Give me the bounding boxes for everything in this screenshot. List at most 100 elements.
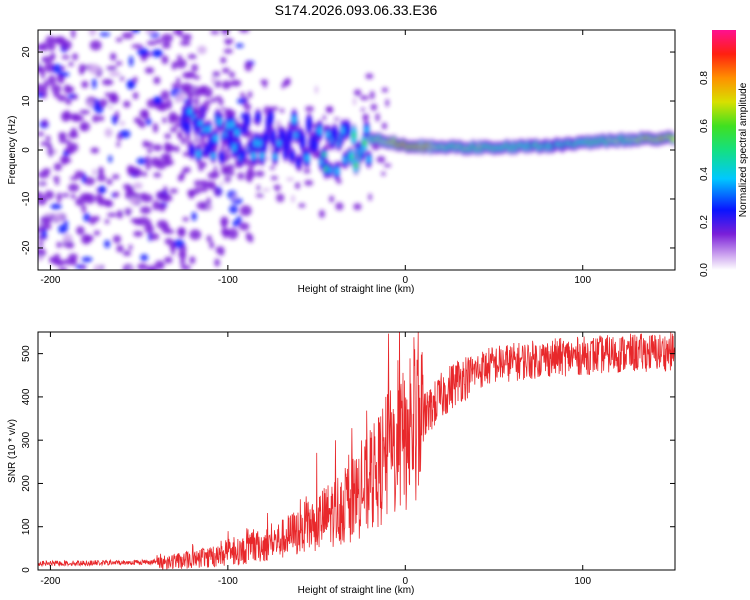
spectrogram-noise-blob: [71, 258, 77, 266]
spectrogram-noise-blob: [187, 54, 197, 60]
spectrogram-noise-blob: [71, 30, 76, 39]
spectrogram-noise-blob: [177, 54, 182, 60]
spectrogram-noise-blob: [136, 157, 147, 165]
spectrogram-noise-blob: [97, 166, 105, 177]
spectrogram-noise-blob: [53, 176, 60, 182]
spectrogram-noise-blob: [104, 239, 111, 249]
spectrogram-noise-blob: [137, 263, 148, 270]
spectrogram-noise-blob: [106, 212, 118, 218]
spectrogram-noise-blob: [272, 185, 282, 190]
spectrogram-noise-blob: [48, 146, 54, 158]
spectrogram-noise-blob: [68, 183, 80, 192]
spectrogram-noise-blob: [196, 201, 209, 210]
spectrogram-noise-blob: [101, 78, 114, 86]
snr-ytick-label: 500: [21, 345, 32, 362]
spectrogram-ridge-core: [317, 126, 322, 135]
spectrogram-noise-blob: [229, 79, 242, 87]
spectrogram-ridge-core: [211, 153, 216, 158]
spectrogram-noise-blob: [58, 131, 67, 138]
spectrogram-noise-blob: [116, 244, 124, 253]
spectrogram-noise-blob: [126, 166, 137, 173]
spectrogram-noise-blob: [294, 182, 301, 190]
spectrogram-noise-blob: [122, 250, 132, 257]
spectrogram-noise-blob: [70, 193, 76, 200]
spectrogram-noise-blob: [236, 215, 242, 226]
spectrogram-noise-blob: [108, 71, 121, 77]
spectrogram-noise-blob: [359, 95, 369, 101]
spectrogram-noise-blob: [164, 229, 175, 234]
snr-xtick-label: 0: [403, 576, 409, 587]
spectrogram-noise-blob: [152, 144, 163, 152]
spectrogram-noise-blob: [116, 209, 124, 219]
spectrogram-noise-blob: [370, 103, 378, 111]
spectrogram-xtick-label: -200: [40, 275, 60, 286]
spectrogram-noise-blob: [173, 239, 185, 249]
spectrogram-noise-blob: [193, 179, 202, 187]
spectrogram-noise-blob: [125, 208, 132, 216]
spectrogram-noise-blob: [329, 195, 335, 203]
spectrogram-noise-blob: [132, 92, 139, 100]
spectrogram-noise-blob: [66, 142, 79, 153]
spectrogram-noise-blob: [248, 234, 254, 243]
spectrogram-noise-blob: [108, 94, 119, 104]
spectrogram-noise-blob: [286, 177, 295, 182]
spectrogram-noise-blob: [223, 48, 234, 54]
spectrogram-noise-blob: [72, 94, 78, 100]
spectrogram-noise-blob: [146, 265, 157, 270]
spectrogram-noise-blob: [115, 37, 123, 42]
spectrogram-noise-blob: [164, 143, 174, 153]
spectrogram-marks: [38, 30, 675, 270]
spectrogram-noise-blob: [209, 181, 216, 190]
spectrogram-noise-blob: [232, 193, 238, 201]
spectrogram-ridge-core: [300, 137, 305, 146]
spectrogram-noise-blob: [171, 82, 182, 89]
spectrogram-noise-blob: [213, 165, 218, 175]
spectrogram-noise-blob: [181, 86, 188, 94]
spectrogram-noise-blob: [104, 219, 110, 224]
spectrogram-noise-blob: [353, 203, 362, 211]
spectrogram-noise-blob: [220, 165, 230, 174]
spectrogram-noise-blob: [281, 83, 285, 89]
spectrogram-noise-blob: [365, 73, 374, 80]
spectrogram-noise-blob: [369, 90, 375, 100]
spectrogram-noise-blob: [42, 118, 48, 127]
spectrogram-ridge-core: [304, 154, 309, 162]
spectrogram-ridge-core: [322, 152, 327, 157]
spectrogram-ridge-core: [190, 147, 195, 154]
spectrogram-xtick-label: -100: [218, 275, 238, 286]
spectrogram-noise-blob: [74, 170, 85, 179]
spectrogram-noise-blob: [219, 181, 224, 186]
spectrogram-noise-blob: [155, 49, 161, 56]
spectrogram-noise-blob: [362, 114, 367, 123]
spectrogram-noise-blob: [215, 95, 222, 100]
spectrogram-noise-blob: [187, 189, 196, 197]
spectrogram-noise-blob: [177, 30, 183, 37]
spectrogram-noise-blob: [172, 115, 181, 123]
spectrogram-xtick-label: 100: [574, 275, 591, 286]
spectrogram-noise-blob: [149, 232, 160, 241]
spectrogram-noise-blob: [164, 256, 173, 264]
spectrogram-noise-blob: [53, 212, 63, 222]
spectrogram-noise-blob: [40, 215, 53, 225]
colorbar-tick-label: 0.6: [699, 119, 710, 133]
spectrogram-noise-blob: [381, 122, 388, 130]
spectrogram-noise-blob: [221, 219, 227, 229]
spectrogram-noise-blob: [385, 98, 390, 107]
spectrogram-noise-blob: [108, 155, 113, 163]
spectrogram-noise-blob: [68, 131, 79, 139]
spectrogram-xlabel: Height of straight line (km): [298, 284, 415, 295]
spectrogram-noise-blob: [220, 57, 227, 64]
spectrogram-noise-blob: [209, 87, 213, 97]
spectrogram-noise-blob: [86, 100, 94, 108]
spectrogram-noise-blob: [116, 142, 121, 147]
spectrogram-noise-blob: [335, 202, 344, 211]
spectrogram-ridge-core: [366, 156, 371, 163]
spectrogram-noise-blob: [186, 71, 196, 79]
spectrogram-ytick-label: 20: [21, 46, 32, 58]
spectrogram-noise-blob: [153, 172, 162, 178]
spectrogram-noise-blob: [52, 257, 61, 266]
spectrogram-noise-blob: [38, 131, 45, 137]
spectrogram-noise-blob: [162, 116, 167, 124]
spectrogram-noise-blob: [191, 211, 197, 221]
spectrogram-noise-blob: [38, 191, 44, 198]
